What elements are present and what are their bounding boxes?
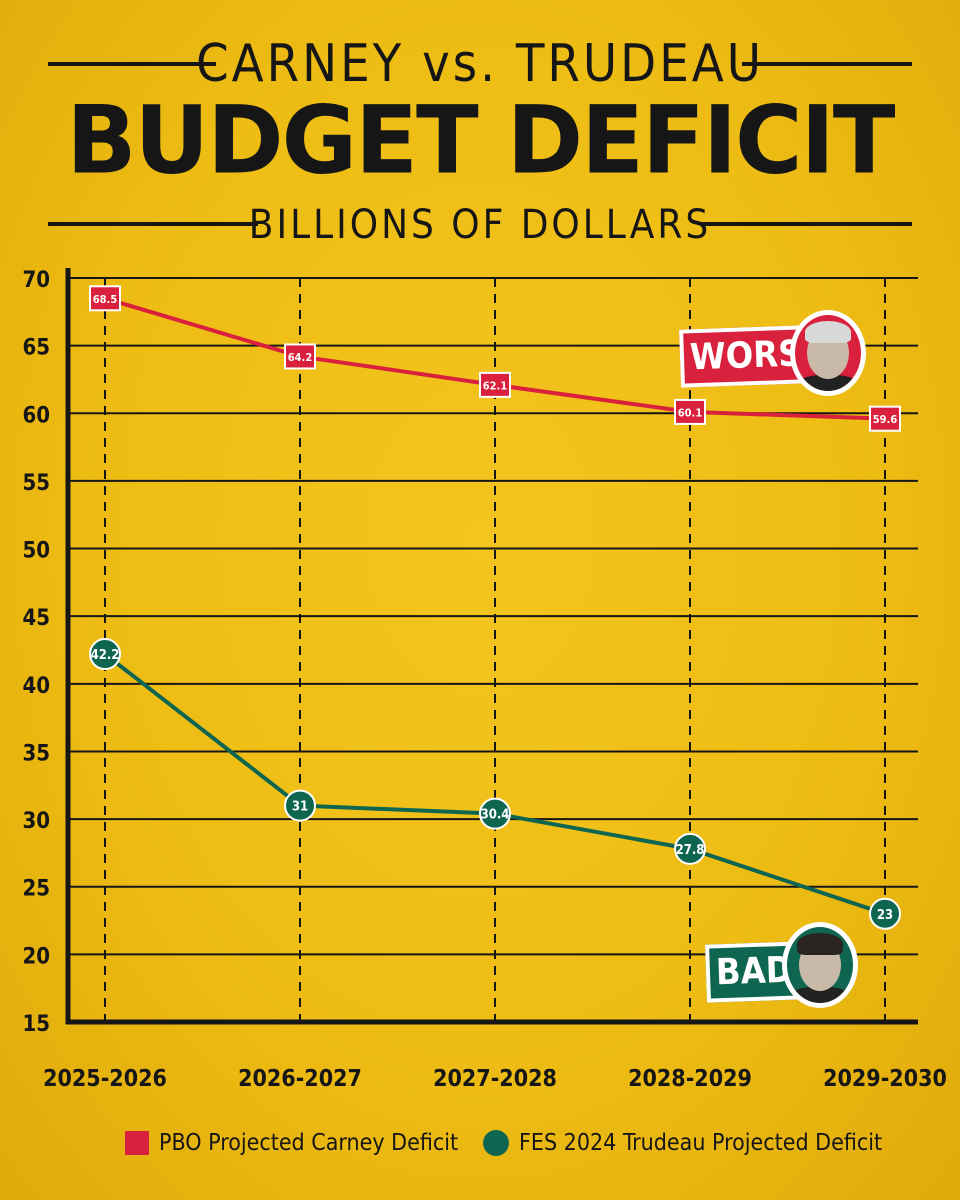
y-tick-label: 45 xyxy=(22,606,50,631)
legend-circle-icon xyxy=(483,1130,509,1156)
x-tick-label: 2028-2029 xyxy=(628,1066,752,1092)
data-point-trudeau xyxy=(674,832,706,865)
header-rule-right-2 xyxy=(702,222,912,226)
data-label-trudeau: 30.4 xyxy=(481,808,510,823)
x-tick-label: 2026-2027 xyxy=(238,1066,362,1092)
legend-square-icon xyxy=(125,1131,149,1155)
data-label-trudeau: 27.8 xyxy=(676,843,705,858)
legend-item-carney: PBO Projected Carney Deficit xyxy=(125,1130,458,1156)
y-tick-label: 40 xyxy=(22,674,50,699)
y-tick-label: 60 xyxy=(22,403,50,428)
data-label-carney: 68.5 xyxy=(93,293,118,306)
legend-label-carney: PBO Projected Carney Deficit xyxy=(159,1130,459,1156)
data-label-carney: 62.1 xyxy=(483,379,508,392)
data-label-trudeau: 42.2 xyxy=(91,648,120,663)
y-tick-label: 35 xyxy=(22,741,50,766)
carney-portrait-icon xyxy=(790,310,866,396)
data-label-carney: 64.2 xyxy=(288,351,313,364)
header-rule-right-1 xyxy=(742,62,912,66)
y-tick-label: 70 xyxy=(22,268,50,293)
data-point-carney xyxy=(674,398,706,425)
y-tick-label: 50 xyxy=(22,539,50,564)
data-point-trudeau xyxy=(284,789,316,822)
x-tick-label: 2027-2028 xyxy=(433,1066,557,1092)
data-point-carney xyxy=(869,405,901,432)
header-rule-left-2 xyxy=(48,222,258,226)
chart-legend: PBO Projected Carney Deficit FES 2024 Tr… xyxy=(0,1130,960,1166)
legend-item-trudeau: FES 2024 Trudeau Projected Deficit xyxy=(483,1130,882,1156)
x-tick-label: 2029-2030 xyxy=(823,1066,947,1092)
y-tick-label: 30 xyxy=(22,809,50,834)
y-tick-label: 55 xyxy=(22,471,50,496)
legend-label-trudeau: FES 2024 Trudeau Projected Deficit xyxy=(519,1130,883,1156)
data-point-trudeau xyxy=(869,897,901,930)
line-chart: 15 20 25 30 35 40 45 50 55 60 65 70 2025-2026 2026-20… xyxy=(22,268,947,1092)
y-tick-label: 15 xyxy=(22,1012,50,1037)
y-tick-label: 25 xyxy=(22,877,50,902)
chart-title-line2: BUDGET DEFICIT xyxy=(66,85,895,196)
data-label-trudeau: 31 xyxy=(292,800,308,815)
data-point-trudeau xyxy=(89,638,121,671)
data-point-carney xyxy=(479,371,511,398)
data-label-trudeau: 23 xyxy=(877,908,893,923)
y-tick-label: 20 xyxy=(22,944,50,969)
header-rule-left-1 xyxy=(48,62,216,66)
data-label-carney: 59.6 xyxy=(873,413,898,426)
data-point-trudeau xyxy=(479,797,511,830)
trudeau-portrait-icon xyxy=(782,922,858,1008)
data-label-carney: 60.1 xyxy=(678,406,703,419)
chart-subtitle: BILLIONS OF DOLLARS xyxy=(248,202,712,248)
data-point-carney xyxy=(284,343,316,370)
y-tick-label: 65 xyxy=(22,336,50,361)
x-tick-label: 2025-2026 xyxy=(43,1066,167,1092)
data-point-carney xyxy=(89,285,121,312)
chart-title-line1: CARNEY vs. TRUDEAU xyxy=(195,34,765,94)
